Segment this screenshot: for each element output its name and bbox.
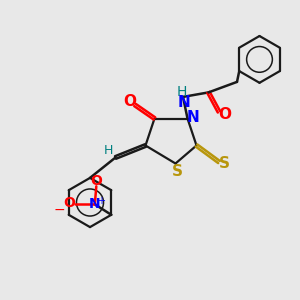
Text: S: S [219, 156, 230, 171]
Text: O: O [218, 107, 232, 122]
Text: S: S [172, 164, 182, 179]
Text: N: N [177, 95, 190, 110]
Text: H: H [176, 85, 187, 98]
Text: +: + [97, 196, 105, 206]
Text: O: O [123, 94, 136, 110]
Text: −: − [54, 203, 65, 217]
Text: O: O [63, 196, 75, 210]
Text: N: N [187, 110, 199, 124]
Text: O: O [90, 174, 102, 188]
Text: N: N [89, 197, 100, 211]
Text: H: H [104, 144, 114, 158]
